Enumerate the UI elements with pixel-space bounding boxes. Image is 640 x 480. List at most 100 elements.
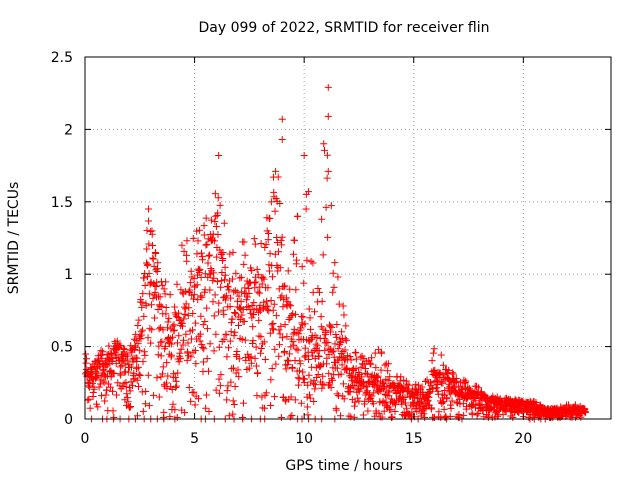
data-point <box>398 400 406 408</box>
data-point <box>386 373 394 381</box>
data-point <box>155 393 163 401</box>
data-point <box>245 364 253 372</box>
data-point <box>276 341 284 349</box>
data-point <box>135 383 143 391</box>
data-point <box>224 283 232 291</box>
data-point <box>219 254 227 262</box>
data-point <box>285 301 293 309</box>
data-point-outlier <box>324 112 332 120</box>
data-point <box>196 330 204 338</box>
data-point <box>582 408 590 416</box>
data-point <box>327 328 335 336</box>
data-point <box>281 396 289 404</box>
data-point <box>281 348 289 356</box>
data-point <box>148 326 156 334</box>
data-point <box>342 322 350 330</box>
data-point <box>351 348 359 356</box>
data-point <box>221 263 229 271</box>
data-point <box>216 389 224 397</box>
data-point <box>230 364 238 372</box>
data-point <box>257 239 265 247</box>
data-point <box>198 341 206 349</box>
data-point <box>144 371 152 379</box>
data-point <box>159 326 167 334</box>
data-point <box>342 336 350 344</box>
data-point <box>206 286 214 294</box>
data-point <box>197 273 205 281</box>
data-point <box>248 267 256 275</box>
data-point <box>332 330 340 338</box>
data-point <box>134 340 142 348</box>
data-point <box>476 400 484 408</box>
data-point <box>144 260 152 268</box>
data-point <box>577 413 585 421</box>
data-point <box>290 341 298 349</box>
data-point <box>305 305 313 313</box>
data-point <box>440 405 448 413</box>
data-point <box>104 372 112 380</box>
data-point <box>147 339 155 347</box>
data-point <box>288 364 296 372</box>
data-point <box>135 316 143 324</box>
data-point <box>284 298 292 306</box>
data-point <box>172 382 180 390</box>
data-point <box>186 279 194 287</box>
data-point <box>227 328 235 336</box>
data-point <box>335 300 343 308</box>
data-point <box>254 369 262 377</box>
data-point-outlier <box>305 188 313 196</box>
data-point <box>328 375 336 383</box>
data-point <box>257 349 265 357</box>
data-point <box>341 335 349 343</box>
data-point <box>175 332 183 340</box>
data-point <box>206 340 214 348</box>
data-point <box>428 357 436 365</box>
data-point <box>178 241 186 249</box>
data-point <box>202 214 210 222</box>
data-point <box>289 338 297 346</box>
data-point <box>266 329 274 337</box>
data-point <box>420 405 428 413</box>
data-point <box>197 249 205 257</box>
data-point <box>134 322 142 330</box>
data-point <box>220 310 228 318</box>
data-point <box>419 388 427 396</box>
data-point <box>145 217 153 225</box>
data-point <box>123 357 131 365</box>
data-point <box>314 285 322 293</box>
data-point <box>177 345 185 353</box>
y-tick-label: 2.5 <box>51 50 73 66</box>
data-point <box>154 265 161 273</box>
data-point <box>141 351 149 359</box>
data-point <box>333 390 341 398</box>
data-point <box>187 397 195 405</box>
data-point <box>154 306 162 314</box>
data-point <box>460 411 468 419</box>
data-point <box>173 280 181 288</box>
data-point <box>150 391 158 399</box>
data-point <box>455 382 463 390</box>
data-point <box>318 215 326 223</box>
data-point <box>226 302 234 310</box>
data-point <box>140 348 148 356</box>
data-point <box>124 394 132 402</box>
data-point <box>222 292 230 300</box>
data-point <box>184 339 192 347</box>
data-point <box>190 388 198 396</box>
data-point <box>254 288 262 296</box>
data-point <box>439 379 447 387</box>
data-point <box>377 366 385 374</box>
data-point <box>245 289 253 297</box>
data-points <box>81 83 590 423</box>
data-point <box>306 314 314 322</box>
data-point <box>276 264 284 272</box>
data-point <box>179 341 187 349</box>
data-point <box>89 389 97 397</box>
data-point <box>292 310 300 318</box>
data-point <box>327 202 335 210</box>
data-point <box>295 330 303 338</box>
data-point <box>366 379 374 387</box>
data-point <box>352 349 360 357</box>
data-point <box>183 356 191 364</box>
data-point <box>109 387 117 395</box>
